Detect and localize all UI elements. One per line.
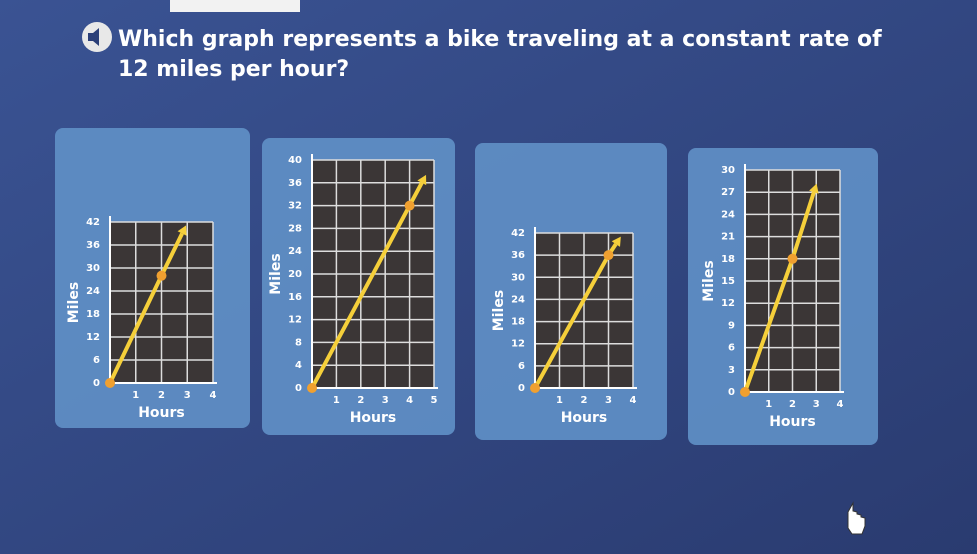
y-axis-label: Miles <box>66 282 82 323</box>
y-tick-label: 0 <box>295 383 302 394</box>
y-tick-label: 6 <box>518 361 525 372</box>
y-axis-label: Miles <box>491 290 507 331</box>
y-tick-label: 8 <box>295 337 302 348</box>
y-tick-label: 12 <box>721 298 735 309</box>
speaker-icon <box>88 28 99 46</box>
x-tick-label: 2 <box>158 390 165 401</box>
y-tick-label: 36 <box>511 250 525 261</box>
y-tick-label: 12 <box>511 339 525 350</box>
x-tick-label: 1 <box>132 390 139 401</box>
y-tick-label: 24 <box>86 286 100 297</box>
x-tick-label: 2 <box>789 399 796 410</box>
y-tick-label: 20 <box>288 269 302 280</box>
y-tick-label: 18 <box>511 317 525 328</box>
top-tab <box>170 0 300 12</box>
arrow-head <box>177 225 187 236</box>
y-tick-label: 27 <box>721 187 735 198</box>
y-tick-label: 30 <box>721 165 735 176</box>
x-axis-label: Hours <box>561 410 608 426</box>
arrow-head <box>809 183 819 194</box>
data-point <box>740 387 750 397</box>
y-tick-label: 0 <box>93 378 100 389</box>
data-point <box>530 383 540 393</box>
y-tick-label: 18 <box>721 254 735 265</box>
y-tick-label: 30 <box>511 272 525 283</box>
y-tick-label: 36 <box>288 178 302 189</box>
cursor <box>847 501 866 535</box>
x-tick-label: 4 <box>406 395 413 406</box>
x-tick-label: 3 <box>382 395 389 406</box>
x-tick-label: 4 <box>210 390 217 401</box>
y-tick-label: 6 <box>93 355 100 366</box>
y-tick-label: 12 <box>86 332 100 343</box>
x-tick-label: 1 <box>765 399 772 410</box>
x-tick-label: 1 <box>333 395 340 406</box>
y-axis-label: Miles <box>701 260 717 301</box>
y-tick-label: 15 <box>721 276 735 287</box>
y-tick-label: 0 <box>518 383 525 394</box>
x-axis-label: Hours <box>350 410 397 426</box>
y-tick-label: 9 <box>728 320 735 331</box>
x-axis-label: Hours <box>769 414 816 430</box>
y-tick-label: 42 <box>511 228 525 239</box>
y-tick-label: 24 <box>511 294 525 305</box>
x-tick-label: 3 <box>813 399 820 410</box>
y-tick-label: 12 <box>288 315 302 326</box>
y-tick-label: 18 <box>86 309 100 320</box>
question-box: Which graph represents a bike traveling … <box>118 27 882 82</box>
x-tick-label: 2 <box>581 395 588 406</box>
y-tick-label: 3 <box>728 365 735 376</box>
y-tick-label: 6 <box>728 343 735 354</box>
x-tick-label: 4 <box>837 399 844 410</box>
y-tick-label: 42 <box>86 217 100 228</box>
y-tick-label: 30 <box>86 263 100 274</box>
y-tick-label: 36 <box>86 240 100 251</box>
data-point <box>603 250 614 261</box>
question: Which graph represents a bike traveling … <box>118 27 882 82</box>
y-tick-label: 16 <box>288 292 302 303</box>
y-tick-label: 0 <box>728 387 735 398</box>
x-axis-label: Hours <box>138 405 185 421</box>
arrow-head <box>611 236 621 247</box>
y-axis-label: Miles <box>268 253 284 294</box>
x-tick-label: 5 <box>431 395 438 406</box>
x-tick-label: 1 <box>556 395 563 406</box>
x-tick-label: 4 <box>630 395 637 406</box>
y-tick-label: 24 <box>721 209 735 220</box>
y-tick-label: 4 <box>295 360 302 371</box>
x-tick-label: 2 <box>357 395 364 406</box>
x-tick-label: 3 <box>605 395 612 406</box>
y-tick-label: 28 <box>288 223 302 234</box>
data-point <box>307 383 317 393</box>
data-point <box>787 253 798 264</box>
y-tick-label: 21 <box>721 232 735 243</box>
data-point <box>105 378 115 388</box>
y-tick-label: 24 <box>288 246 302 257</box>
arrow-head <box>417 174 427 186</box>
y-tick-label: 40 <box>288 155 302 166</box>
x-tick-label: 3 <box>184 390 191 401</box>
data-point <box>156 270 167 281</box>
y-tick-label: 32 <box>288 201 302 212</box>
data-point <box>404 200 415 211</box>
